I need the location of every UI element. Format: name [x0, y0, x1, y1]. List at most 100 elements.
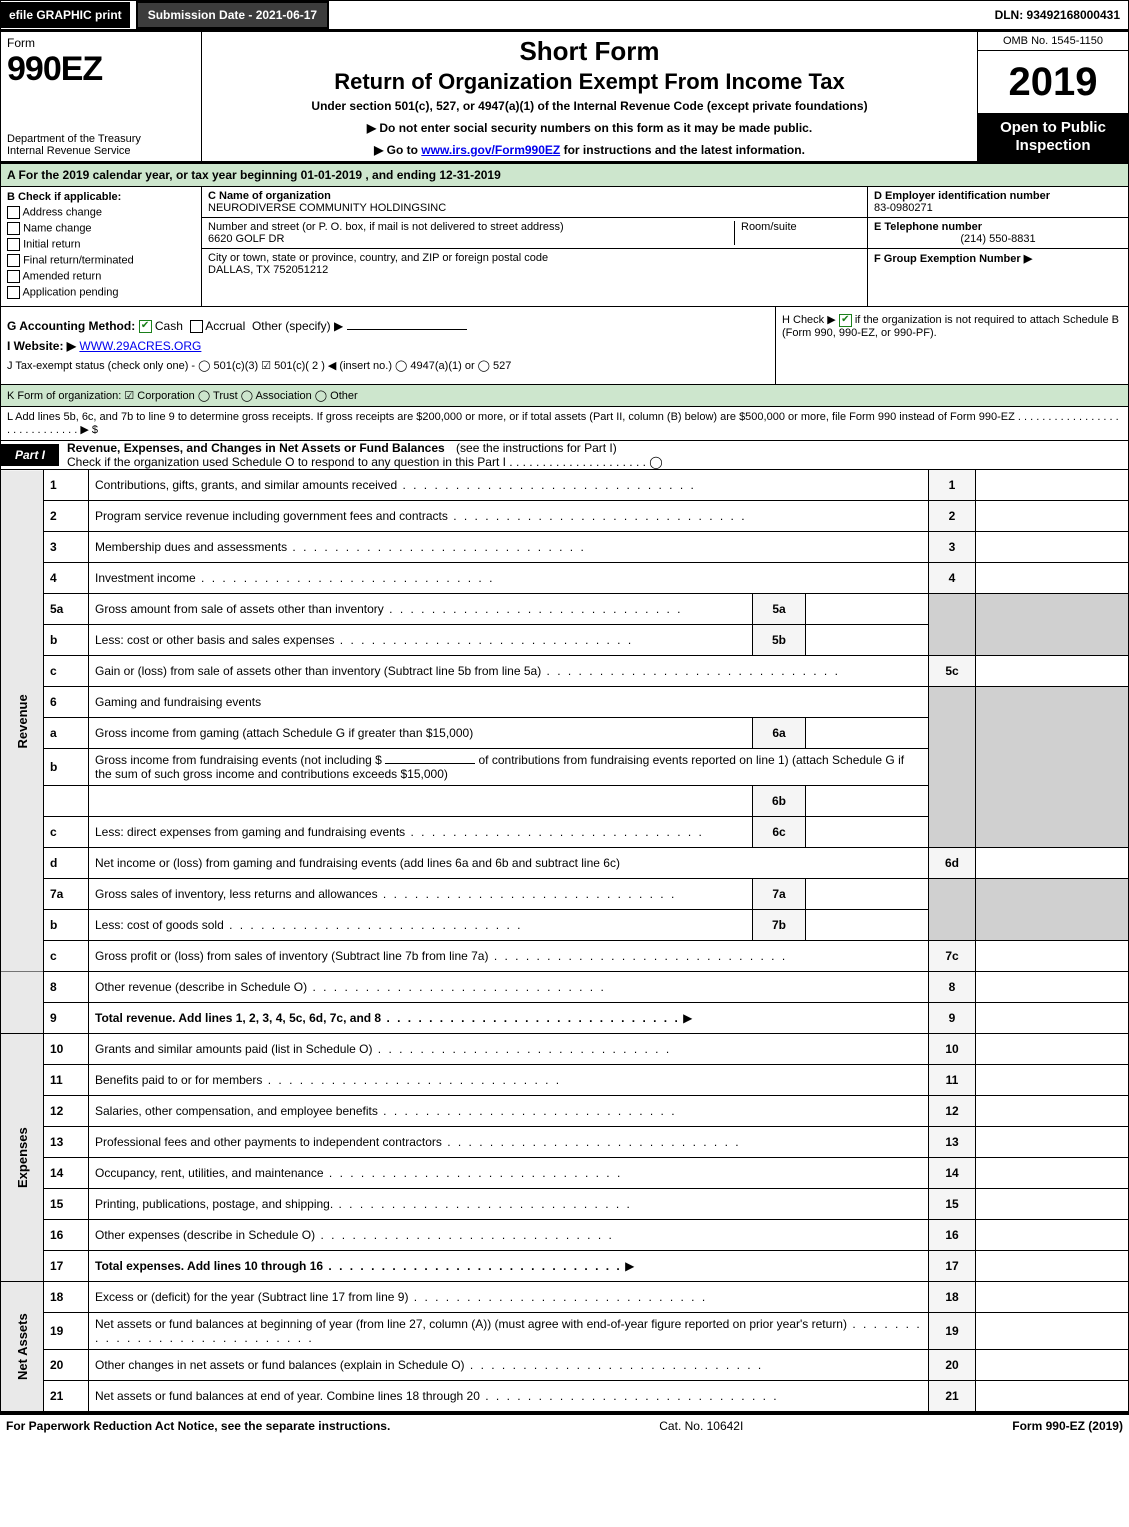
mini-val-7a[interactable] — [806, 879, 929, 910]
checkbox-cash[interactable]: ✔ — [139, 320, 152, 333]
part1-header: Part I Revenue, Expenses, and Changes in… — [0, 441, 1129, 470]
goto-prefix: ▶ Go to — [374, 143, 421, 157]
c-addr-label: Number and street (or P. O. box, if mail… — [208, 221, 734, 233]
right-val-14[interactable] — [976, 1158, 1129, 1189]
row-num: 1 — [44, 470, 89, 501]
part1-instr: (see the instructions for Part I) — [448, 441, 617, 455]
header-left: Form 990EZ Department of the Treasury In… — [1, 32, 202, 161]
right-num-12: 12 — [929, 1096, 976, 1127]
checkbox-address-change[interactable] — [7, 206, 20, 219]
right-val-7c[interactable] — [976, 941, 1129, 972]
g-label: G Accounting Method: — [7, 319, 135, 333]
checkbox-h[interactable]: ✔ — [839, 314, 852, 327]
entity-block: B Check if applicable: Address change Na… — [0, 187, 1129, 307]
omb-number: OMB No. 1545-1150 — [978, 32, 1128, 51]
right-num-8: 8 — [929, 972, 976, 1003]
right-val-4[interactable] — [976, 563, 1129, 594]
checkbox-accrual[interactable] — [190, 320, 203, 333]
g-other: Other (specify) ▶ — [252, 319, 343, 333]
return-title: Return of Organization Exempt From Incom… — [210, 69, 969, 95]
form-word: Form — [7, 36, 195, 50]
right-num-21: 21 — [929, 1381, 976, 1412]
right-num-16: 16 — [929, 1220, 976, 1251]
right-val-1[interactable] — [976, 470, 1129, 501]
mini-val-6a[interactable] — [806, 718, 929, 749]
b-item-5: Application pending — [22, 286, 118, 298]
mini-val-6b[interactable] — [806, 786, 929, 817]
right-val-19[interactable] — [976, 1313, 1129, 1350]
header-center: Short Form Return of Organization Exempt… — [202, 32, 977, 161]
website-link[interactable]: WWW.29ACRES.ORG — [79, 339, 201, 353]
goto-suffix: for instructions and the latest informat… — [560, 143, 805, 157]
org-street: 6620 GOLF DR — [208, 233, 734, 245]
mini-val-6c[interactable] — [806, 817, 929, 848]
right-val-16[interactable] — [976, 1220, 1129, 1251]
row-7b-desc: Less: cost of goods sold — [95, 918, 522, 932]
row-18-desc: Excess or (deficit) for the year (Subtra… — [95, 1290, 707, 1304]
checkbox-name-change[interactable] — [7, 222, 20, 235]
expenses-tab: Expenses — [1, 1034, 44, 1282]
right-num-9: 9 — [929, 1003, 976, 1034]
row-15-desc: Printing, publications, postage, and shi… — [95, 1197, 632, 1211]
right-val-21[interactable] — [976, 1381, 1129, 1412]
footer: For Paperwork Reduction Act Notice, see … — [0, 1412, 1129, 1437]
right-val-8[interactable] — [976, 972, 1129, 1003]
i-label: I Website: ▶ — [7, 339, 76, 353]
row-7a-desc: Gross sales of inventory, less returns a… — [95, 887, 676, 901]
row-1-desc: Contributions, gifts, grants, and simila… — [95, 478, 696, 492]
right-val-12[interactable] — [976, 1096, 1129, 1127]
mini-num-5b: 5b — [753, 625, 806, 656]
mini-num-7a: 7a — [753, 879, 806, 910]
e-label: E Telephone number — [874, 221, 1122, 233]
right-val-20[interactable] — [976, 1350, 1129, 1381]
d-label: D Employer identification number — [874, 190, 1122, 202]
row-19-desc: Net assets or fund balances at beginning… — [95, 1317, 922, 1345]
right-num-10: 10 — [929, 1034, 976, 1065]
right-val-5c[interactable] — [976, 656, 1129, 687]
section-i: I Website: ▶ WWW.29ACRES.ORG — [7, 339, 769, 353]
right-val-15[interactable] — [976, 1189, 1129, 1220]
section-subtext: Under section 501(c), 527, or 4947(a)(1)… — [210, 99, 969, 113]
f-label: F Group Exemption Number ▶ — [874, 252, 1122, 265]
b-heading: B Check if applicable: — [7, 191, 195, 203]
right-val-9[interactable] — [976, 1003, 1129, 1034]
right-val-10[interactable] — [976, 1034, 1129, 1065]
right-num-15: 15 — [929, 1189, 976, 1220]
part1-title: Revenue, Expenses, and Changes in Net As… — [59, 441, 445, 455]
row-6b-amount-input[interactable] — [385, 763, 475, 764]
right-val-13[interactable] — [976, 1127, 1129, 1158]
mini-val-7b[interactable] — [806, 910, 929, 941]
row-2-desc: Program service revenue including govern… — [95, 509, 747, 523]
g-accrual: Accrual — [205, 319, 245, 333]
g-other-input[interactable] — [347, 329, 467, 330]
right-val-3[interactable] — [976, 532, 1129, 563]
irs-label: Internal Revenue Service — [7, 145, 195, 157]
row-13-desc: Professional fees and other payments to … — [95, 1135, 741, 1149]
b-item-2: Initial return — [23, 238, 80, 250]
footer-form-ref: Form 990-EZ (2019) — [1012, 1419, 1123, 1433]
part1-label: Part I — [1, 444, 59, 466]
mini-val-5b[interactable] — [806, 625, 929, 656]
right-val-18[interactable] — [976, 1282, 1129, 1313]
row-20-desc: Other changes in net assets or fund bala… — [95, 1358, 763, 1372]
checkbox-final-return[interactable] — [7, 254, 20, 267]
irs-form-link[interactable]: www.irs.gov/Form990EZ — [421, 143, 560, 157]
checkbox-amended-return[interactable] — [7, 270, 20, 283]
right-val-6d[interactable] — [976, 848, 1129, 879]
org-name: NEURODIVERSE COMMUNITY HOLDINGSINC — [208, 202, 861, 214]
mini-num-6a: 6a — [753, 718, 806, 749]
row-17-desc: Total expenses. Add lines 10 through 16 — [95, 1259, 622, 1273]
row-10-desc: Grants and similar amounts paid (list in… — [95, 1042, 671, 1056]
c-name-label: C Name of organization — [208, 190, 861, 202]
checkbox-application-pending[interactable] — [7, 286, 20, 299]
right-val-2[interactable] — [976, 501, 1129, 532]
mini-val-5a[interactable] — [806, 594, 929, 625]
right-num-2: 2 — [929, 501, 976, 532]
ghij-block: G Accounting Method: ✔ Cash Accrual Othe… — [0, 307, 1129, 385]
row-21-desc: Net assets or fund balances at end of ye… — [95, 1389, 779, 1403]
right-val-11[interactable] — [976, 1065, 1129, 1096]
row-6b-pre: Gross income from fundraising events (no… — [95, 753, 382, 767]
right-num-4: 4 — [929, 563, 976, 594]
right-val-17[interactable] — [976, 1251, 1129, 1282]
checkbox-initial-return[interactable] — [7, 238, 20, 251]
